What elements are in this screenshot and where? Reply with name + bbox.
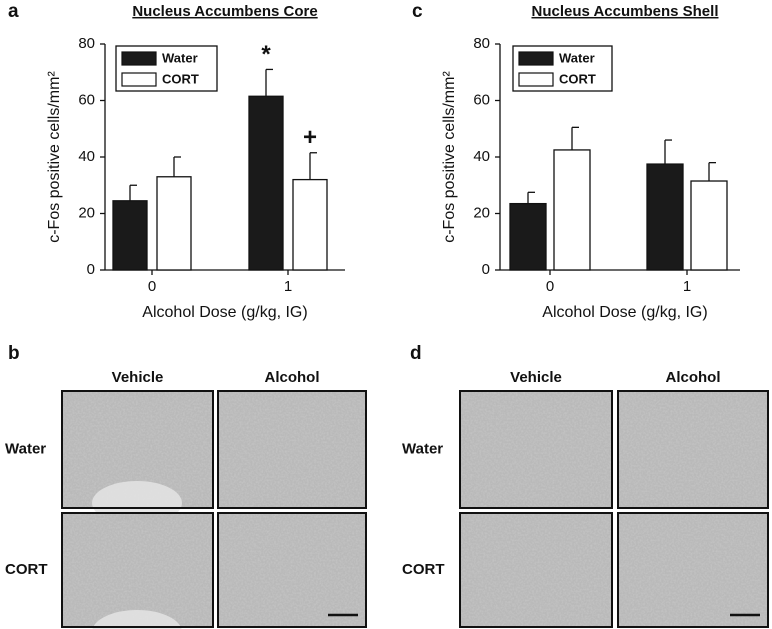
panel-letter: a <box>8 1 19 22</box>
micrograph-border <box>61 512 214 628</box>
tissue-feature <box>92 610 182 629</box>
x-tick-label: 1 <box>284 278 292 295</box>
y-tick-label: 40 <box>78 148 95 165</box>
micrograph-border <box>61 390 214 509</box>
legend-swatch <box>518 51 554 66</box>
bar <box>292 178 328 271</box>
x-tick-label: 1 <box>683 278 691 295</box>
bar <box>112 200 148 271</box>
y-tick-label: 0 <box>482 261 490 278</box>
chart-title: Nucleus Accumbens Core <box>132 3 317 20</box>
row-header: Water <box>402 440 443 457</box>
micrograph-border <box>217 512 367 628</box>
y-tick-label: 80 <box>78 35 95 52</box>
micrograph-border <box>459 390 613 509</box>
legend-label: Water <box>559 50 595 65</box>
micrograph-texture <box>460 513 612 627</box>
column-header: Alcohol <box>666 369 721 386</box>
y-tick-label: 20 <box>473 204 490 221</box>
panel-letter: c <box>412 1 423 22</box>
legend-label: CORT <box>559 71 596 86</box>
legend-swatch <box>121 72 157 87</box>
bar <box>553 149 591 271</box>
annotation: * <box>261 41 271 68</box>
chart-title: Nucleus Accumbens Shell <box>531 3 718 20</box>
column-header: Alcohol <box>265 369 320 386</box>
micrograph-texture <box>618 391 768 508</box>
x-axis-label: Alcohol Dose (g/kg, IG) <box>142 304 307 321</box>
micrograph-texture <box>460 391 612 508</box>
y-axis-label: c-Fos positive cells/mm² <box>46 71 63 243</box>
row-header: Water <box>5 440 46 457</box>
y-tick-label: 20 <box>78 204 95 221</box>
y-tick-label: 40 <box>473 148 490 165</box>
annotation: + <box>303 124 317 151</box>
micrograph-texture <box>218 391 366 508</box>
y-axis-label: c-Fos positive cells/mm² <box>441 71 458 243</box>
legend-label: CORT <box>162 71 199 86</box>
micrograph-border <box>617 390 769 509</box>
micrograph-texture <box>618 513 768 627</box>
y-tick-label: 60 <box>78 91 95 108</box>
bar <box>690 180 728 271</box>
micrograph-border <box>459 512 613 628</box>
column-header: Vehicle <box>112 369 164 386</box>
panel-letter: d <box>410 343 422 364</box>
bar <box>248 95 284 271</box>
legend-label: Water <box>162 50 198 65</box>
micrograph-texture <box>62 513 213 627</box>
x-tick-label: 0 <box>148 278 156 295</box>
panel-letter: b <box>8 343 20 364</box>
bar <box>156 176 192 271</box>
y-tick-label: 0 <box>87 261 95 278</box>
micrograph-border <box>217 390 367 509</box>
row-header: CORT <box>402 561 445 578</box>
bar <box>509 202 547 271</box>
micrograph-border <box>617 512 769 628</box>
row-header: CORT <box>5 561 48 578</box>
x-axis-label: Alcohol Dose (g/kg, IG) <box>542 304 707 321</box>
legend-swatch <box>121 51 157 66</box>
column-header: Vehicle <box>510 369 562 386</box>
legend-swatch <box>518 72 554 87</box>
micrograph-texture <box>218 513 366 627</box>
y-tick-label: 80 <box>473 35 490 52</box>
x-tick-label: 0 <box>546 278 554 295</box>
bar <box>646 163 684 271</box>
y-tick-label: 60 <box>473 91 490 108</box>
